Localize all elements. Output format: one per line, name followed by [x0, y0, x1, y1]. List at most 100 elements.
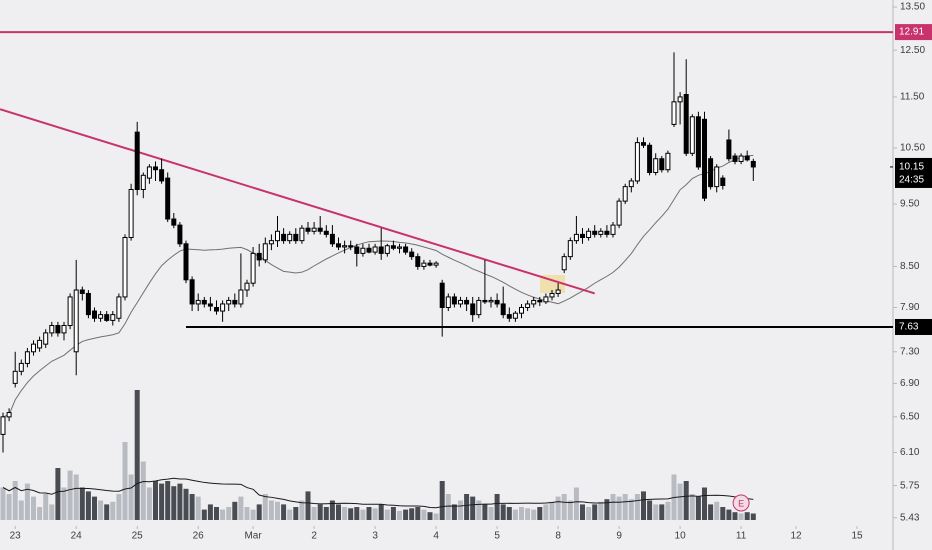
candle-body	[598, 230, 604, 235]
candle-body	[85, 292, 91, 316]
volume-bar	[287, 509, 293, 520]
volume-bar	[378, 504, 384, 520]
candle-body	[750, 160, 756, 168]
volume-bar	[207, 504, 213, 520]
candle-body	[634, 142, 640, 182]
candle-body	[677, 96, 683, 103]
candle-body	[604, 230, 610, 235]
y-tick-label: 12.50	[900, 45, 925, 56]
volume-bar	[470, 496, 476, 520]
candle-body	[43, 332, 49, 345]
candle-body	[464, 299, 470, 305]
candle-body	[317, 227, 323, 232]
candle-body	[567, 240, 573, 258]
candle-body	[720, 177, 726, 186]
candle-body	[372, 246, 378, 253]
volume-bar	[702, 487, 707, 520]
volume-bar	[250, 509, 256, 520]
candle-body	[207, 303, 213, 307]
y-tick-label: 6.90	[900, 378, 920, 389]
resistance-tag-box	[895, 24, 932, 41]
volume-bar	[165, 481, 171, 520]
volume-bar	[177, 483, 183, 520]
candle-body	[0, 416, 6, 435]
y-tick-label: 8.50	[900, 261, 920, 272]
earnings-label: E	[738, 498, 744, 508]
candle-body	[549, 292, 555, 298]
candle-body	[293, 233, 299, 242]
candle-body	[37, 339, 43, 349]
y-tick-label: 6.50	[900, 412, 920, 423]
candle-body	[116, 296, 122, 319]
candle-body	[195, 299, 201, 305]
volume-bar	[561, 494, 567, 520]
price-ma	[2, 154, 754, 418]
candle-body	[281, 233, 287, 242]
x-tick-label: 23	[10, 531, 22, 542]
volume-bar	[610, 494, 616, 520]
candle-body	[451, 296, 457, 305]
candle-body	[561, 256, 567, 271]
x-tick-label: 25	[132, 531, 144, 542]
volume-bar	[244, 507, 250, 520]
volume-bar	[683, 481, 689, 520]
volume-bar	[342, 507, 348, 520]
candle-body	[342, 245, 348, 248]
volume-bar	[116, 494, 122, 520]
volume-bar	[201, 509, 207, 520]
candle-body	[488, 299, 494, 303]
volume-bar	[415, 507, 421, 520]
volume-bar	[488, 507, 494, 520]
volume-bar	[360, 509, 366, 520]
volume-bar	[366, 507, 372, 520]
volume-bar	[476, 500, 482, 520]
candle-body	[232, 299, 238, 305]
candle-body	[500, 303, 506, 316]
volume-bar	[384, 509, 390, 520]
candle-body	[592, 230, 598, 235]
volume-bar	[500, 504, 506, 520]
candle-body	[702, 118, 707, 199]
x-tick-label: 3	[372, 531, 378, 542]
candle-body	[390, 245, 396, 249]
volume-bar	[293, 507, 299, 520]
candle-body	[31, 343, 36, 353]
volume-bar	[214, 507, 219, 520]
candle-body	[268, 240, 274, 245]
candle-body	[647, 144, 653, 174]
candle-body	[153, 166, 158, 171]
candle-body	[476, 299, 482, 316]
volume-bar	[220, 509, 226, 520]
volume-bar	[171, 486, 177, 520]
volume-bar	[592, 504, 598, 520]
candle-body	[214, 306, 219, 312]
candle-body	[586, 230, 592, 239]
candle-body	[519, 306, 524, 314]
x-tick-label: 12	[790, 531, 802, 542]
candle-body	[18, 362, 24, 372]
volume-bar	[195, 496, 201, 520]
candle-body	[628, 180, 634, 188]
volume-bar	[543, 504, 549, 520]
volume-bar	[37, 507, 43, 520]
volume-bar	[726, 509, 732, 520]
candle-body	[458, 299, 463, 305]
candle-body	[384, 245, 390, 254]
candle-body	[573, 233, 579, 242]
volume-bar	[573, 487, 579, 520]
volume-bar	[238, 496, 244, 520]
volume-bar	[525, 508, 531, 520]
volume-bar	[445, 494, 451, 520]
volume-bar	[580, 504, 585, 520]
candle-body	[714, 166, 720, 188]
candle-body	[201, 299, 207, 305]
candle-body	[104, 314, 110, 321]
candle-body	[433, 262, 439, 266]
candle-body	[275, 230, 280, 242]
candle-body	[695, 116, 701, 168]
y-tick-label: 10.50	[900, 143, 925, 154]
x-tick-label: 26	[193, 531, 205, 542]
volume-bar	[85, 491, 91, 520]
